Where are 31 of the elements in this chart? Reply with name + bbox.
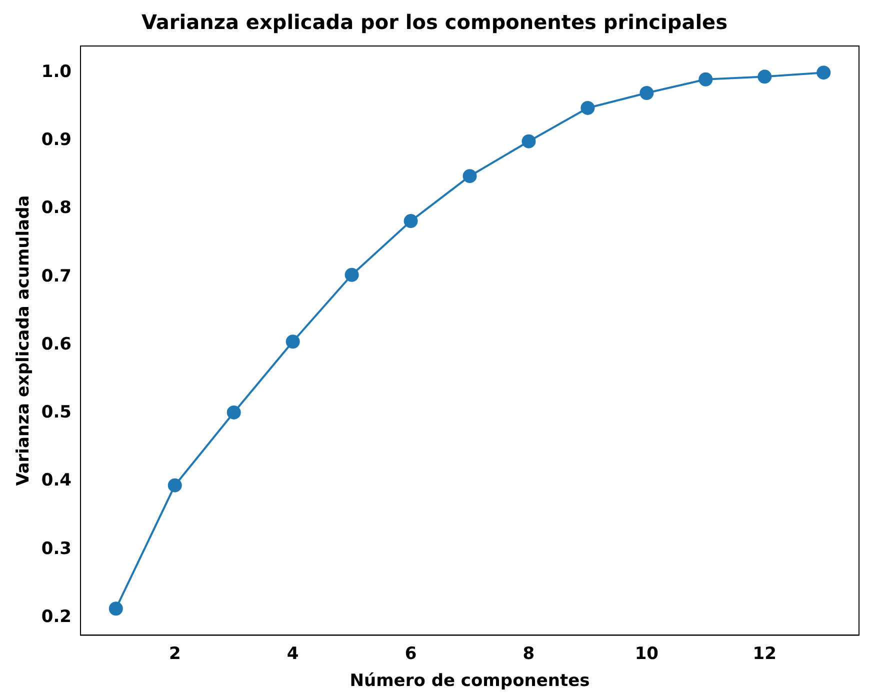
y-tick-label: 1.0 xyxy=(41,62,72,82)
x-tick-label: 6 xyxy=(404,644,417,664)
point xyxy=(522,134,536,148)
point xyxy=(816,66,831,80)
point xyxy=(462,169,477,184)
x-tick-label: 4 xyxy=(286,644,299,664)
y-tick-label: 0.8 xyxy=(41,198,72,218)
point xyxy=(286,334,300,349)
point xyxy=(404,214,418,228)
y-tick-label: 0.6 xyxy=(41,334,72,354)
y-tick-label: 0.4 xyxy=(41,470,72,491)
y-axis-title: Varianza explicada acumulada xyxy=(14,195,34,486)
y-tick-label: 0.3 xyxy=(41,538,72,559)
x-tick-label: 8 xyxy=(522,644,535,664)
y-tick-label: 0.5 xyxy=(41,402,72,423)
point xyxy=(640,86,654,100)
point xyxy=(108,602,123,616)
point xyxy=(698,72,713,86)
y-tick-label: 0.7 xyxy=(41,266,72,286)
point xyxy=(758,70,772,84)
y-tick-label: 0.2 xyxy=(41,606,72,627)
x-tick-label: 10 xyxy=(634,644,659,664)
point xyxy=(168,478,182,492)
y-tick-label: 0.9 xyxy=(41,130,72,150)
chart-title: Varianza explicada por los componentes principales xyxy=(141,10,728,34)
x-tick-label: 2 xyxy=(168,644,181,664)
x-axis-title: Número de componentes xyxy=(350,671,590,692)
point xyxy=(580,100,595,115)
x-tick-label: 12 xyxy=(752,644,776,664)
point xyxy=(226,405,241,420)
point xyxy=(344,268,359,282)
